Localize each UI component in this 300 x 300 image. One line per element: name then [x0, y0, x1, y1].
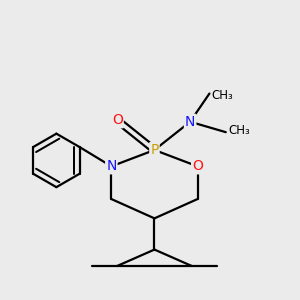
Text: O: O: [112, 113, 123, 127]
Text: N: N: [185, 115, 195, 129]
Text: CH₃: CH₃: [211, 88, 233, 101]
Text: CH₃: CH₃: [228, 124, 250, 137]
Text: P: P: [150, 143, 159, 157]
Text: O: O: [192, 159, 203, 173]
Text: N: N: [106, 159, 116, 173]
